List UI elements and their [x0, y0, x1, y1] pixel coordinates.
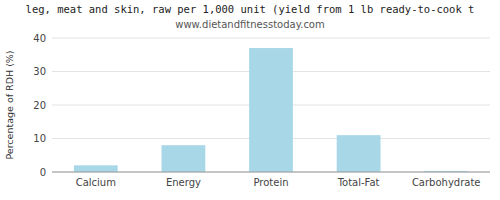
bar	[74, 165, 118, 172]
subtitle: www.dietandfitnesstoday.com	[175, 19, 324, 30]
bar	[249, 48, 293, 172]
x-tick-label: Calcium	[76, 177, 116, 188]
grid-line	[52, 172, 490, 173]
title: leg, meat and skin, raw per 1,000 unit (…	[26, 3, 475, 15]
x-axis-line	[52, 172, 490, 173]
y-tick-label: 10	[33, 133, 46, 144]
y-tick-label: 0	[40, 167, 46, 178]
y-tick-label: 20	[33, 100, 46, 111]
y-axis-label: Percentage of RDH (%)	[4, 50, 15, 159]
bar	[337, 135, 381, 172]
bar	[162, 145, 206, 172]
bars	[74, 48, 468, 172]
chart-container: leg, meat and skin, raw per 1,000 unit (…	[0, 0, 500, 200]
grid-line	[52, 38, 490, 39]
x-tick-label: Total-Fat	[337, 177, 380, 188]
x-tick-label: Carbohydrate	[412, 177, 481, 188]
y-tick-label: 40	[33, 33, 46, 44]
chart: leg, meat and skin, raw per 1,000 unit (…	[0, 0, 500, 200]
x-tick-label: Energy	[166, 177, 201, 188]
x-tick-label: Protein	[253, 177, 288, 188]
y-tick-label: 30	[33, 66, 46, 77]
